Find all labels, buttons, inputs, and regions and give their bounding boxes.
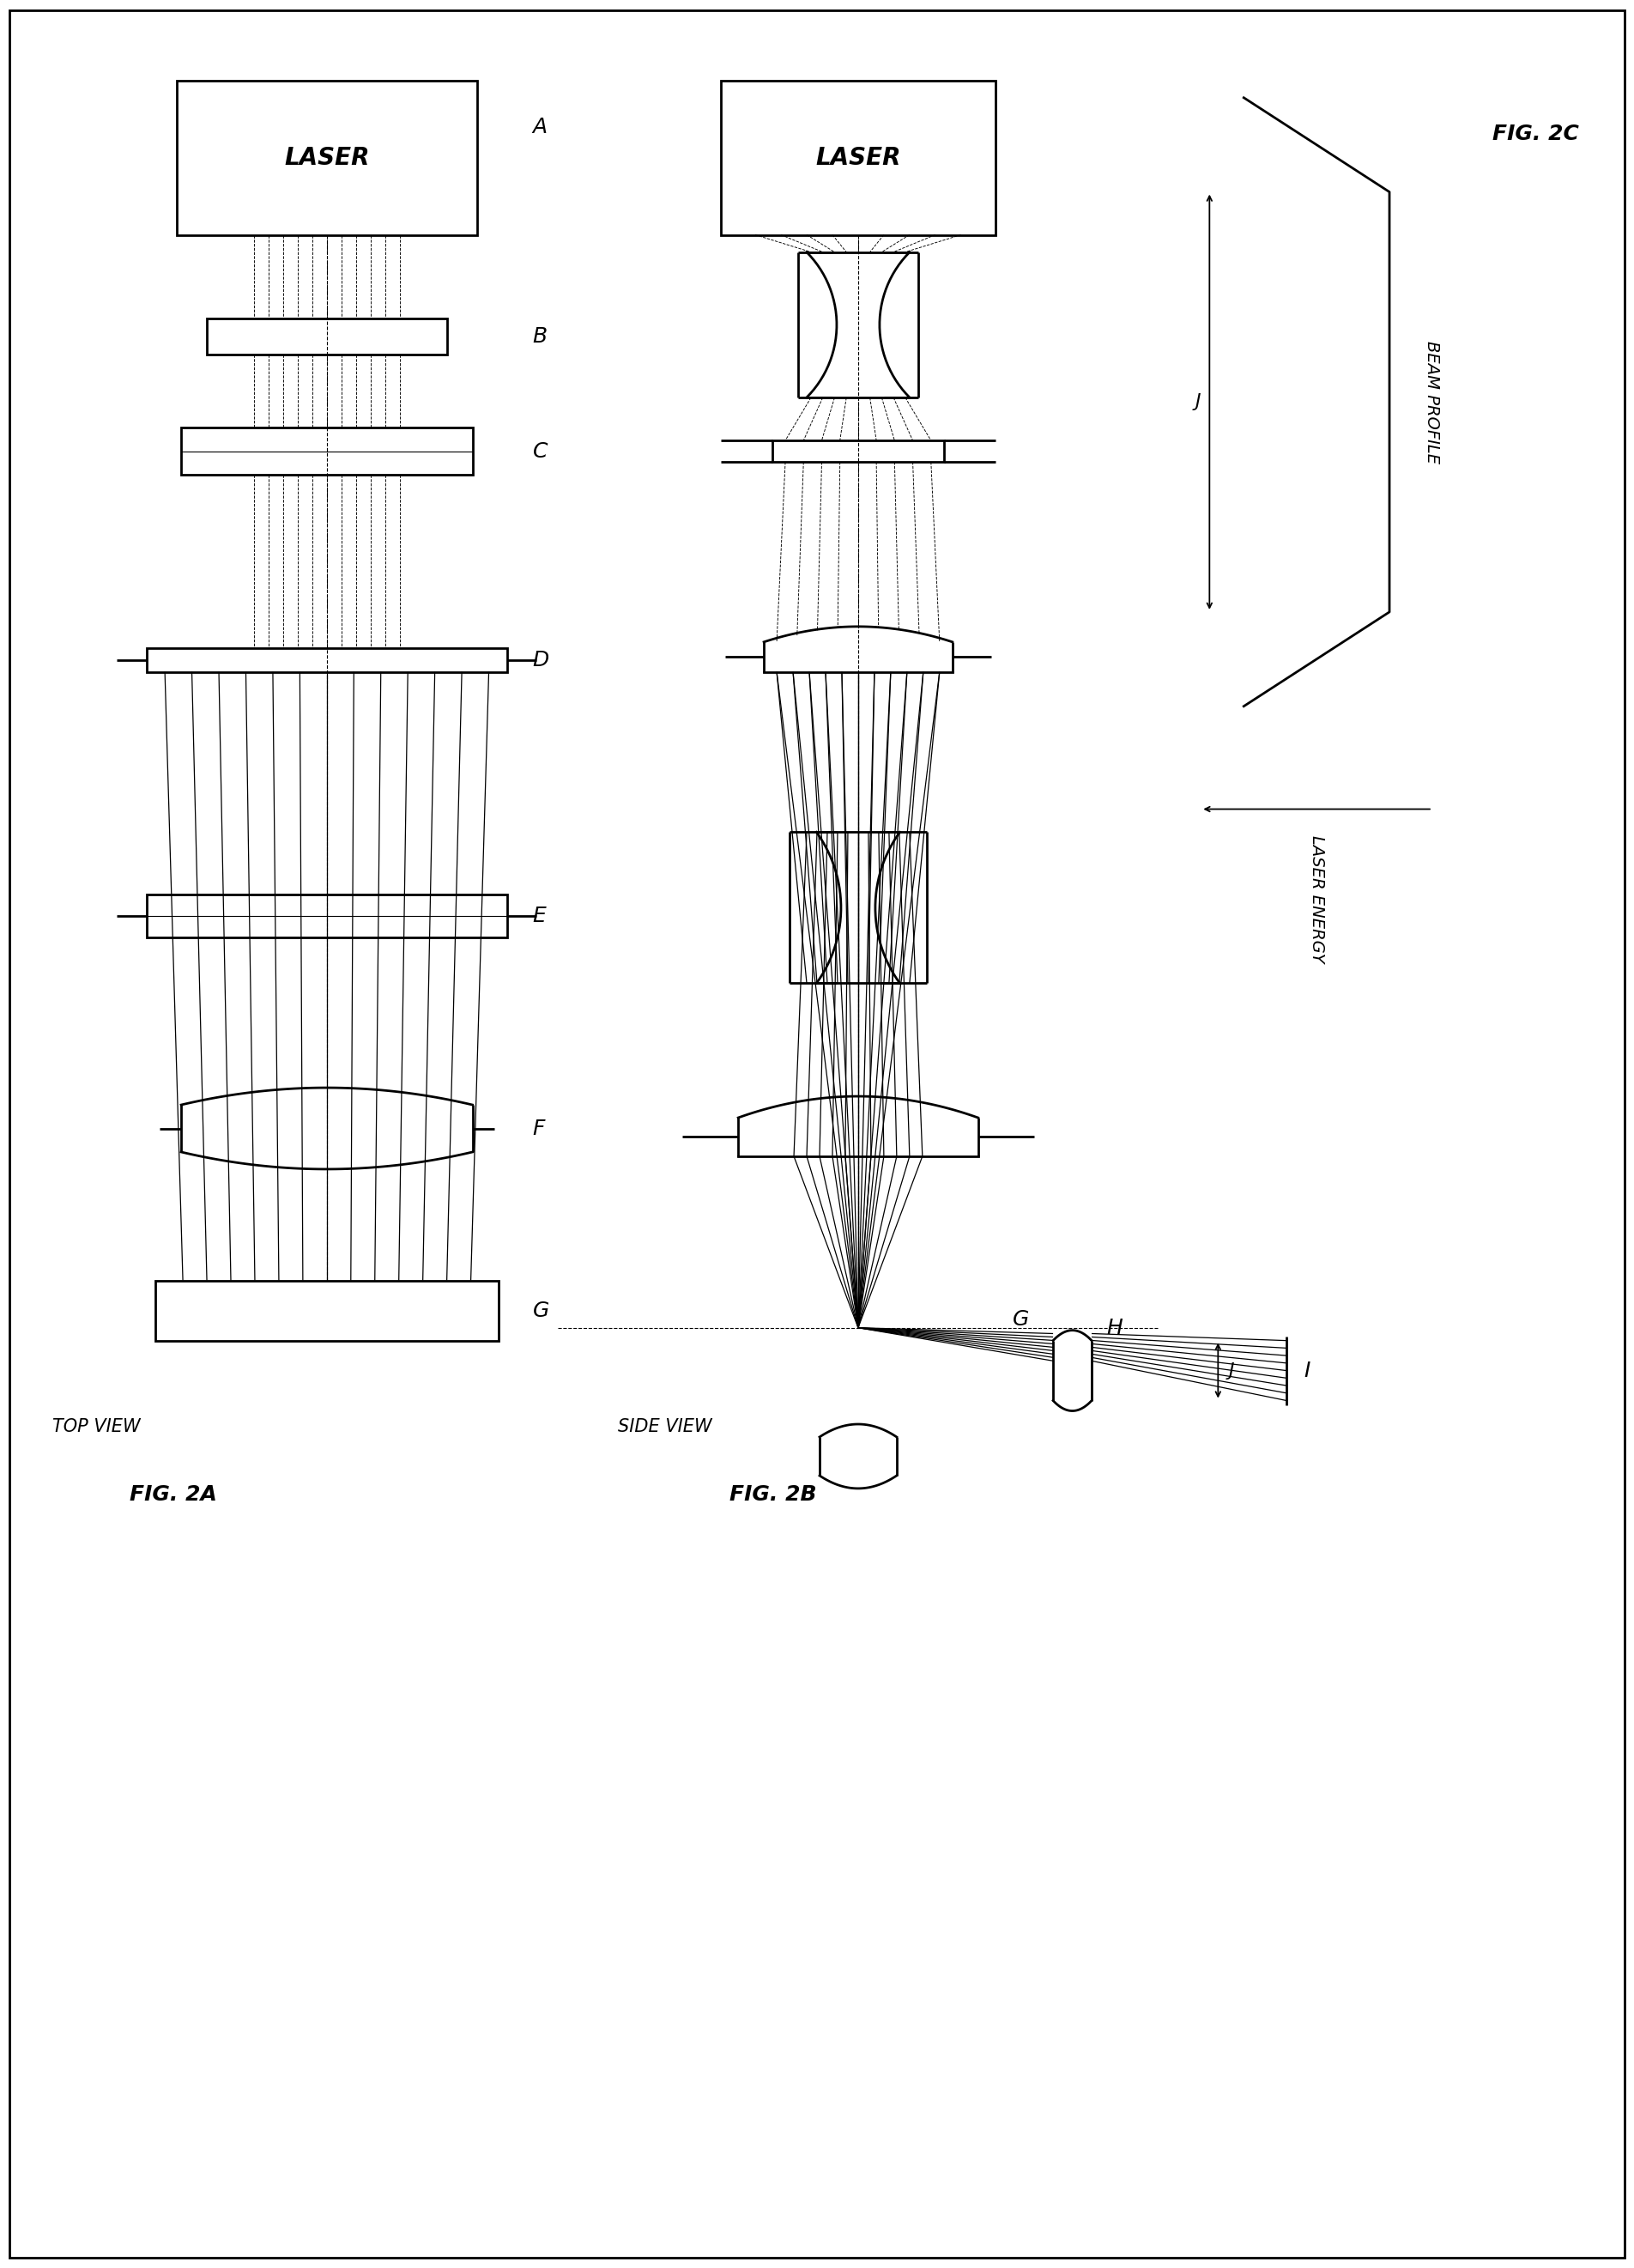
Text: J: J — [1229, 1363, 1234, 1379]
FancyBboxPatch shape — [181, 429, 472, 474]
FancyBboxPatch shape — [155, 1281, 498, 1340]
FancyBboxPatch shape — [773, 440, 944, 463]
Text: I: I — [1304, 1361, 1310, 1381]
Text: TOP VIEW: TOP VIEW — [52, 1418, 141, 1436]
FancyBboxPatch shape — [147, 649, 507, 671]
Text: G: G — [533, 1300, 549, 1320]
Text: C: C — [533, 440, 547, 463]
Text: E: E — [533, 905, 546, 928]
Text: LASER: LASER — [815, 145, 900, 170]
Text: LASER ENERGY: LASER ENERGY — [1309, 835, 1325, 962]
FancyBboxPatch shape — [176, 82, 477, 236]
Text: FIG. 2B: FIG. 2B — [730, 1486, 817, 1506]
Text: BEAM PROFILE: BEAM PROFILE — [1425, 340, 1441, 463]
Text: J: J — [1194, 392, 1201, 411]
Text: H: H — [1106, 1318, 1123, 1338]
Text: FIG. 2A: FIG. 2A — [129, 1486, 217, 1506]
FancyBboxPatch shape — [208, 320, 446, 354]
FancyBboxPatch shape — [721, 82, 995, 236]
Text: D: D — [533, 649, 549, 671]
Text: LASER: LASER — [284, 145, 369, 170]
Text: FIG. 2C: FIG. 2C — [1492, 122, 1578, 143]
Text: F: F — [533, 1118, 544, 1139]
Text: G: G — [1013, 1309, 1029, 1329]
Text: SIDE VIEW: SIDE VIEW — [618, 1418, 712, 1436]
Text: B: B — [533, 327, 547, 347]
FancyBboxPatch shape — [147, 896, 507, 937]
Text: A: A — [533, 116, 547, 136]
